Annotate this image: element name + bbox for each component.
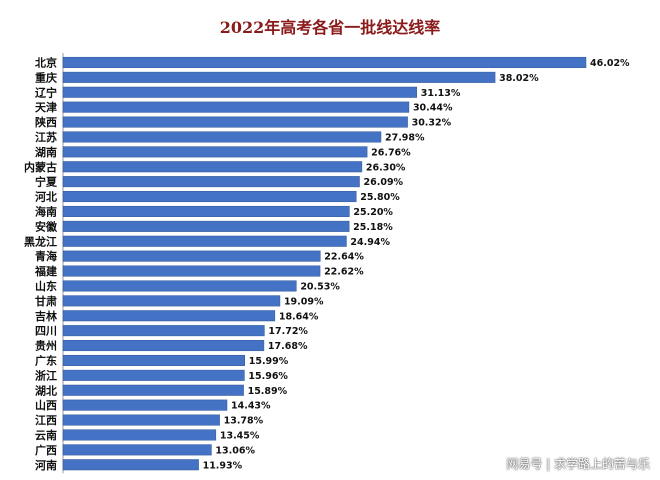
bar [62,56,587,68]
bar [62,354,245,366]
bar [62,414,220,426]
category-label: 安徽 [35,219,58,233]
bar [62,369,245,381]
category-label: 云南 [35,428,57,442]
bar [62,220,350,232]
category-label: 重庆 [35,70,57,84]
category-label: 江西 [35,413,57,427]
bar [62,205,350,217]
value-label: 11.93% [203,460,243,471]
bar [62,340,265,352]
bar [62,384,244,396]
value-label: 24.94% [350,237,390,248]
bar [62,325,265,337]
category-label: 吉林 [35,309,57,323]
category-label: 天津 [35,100,57,114]
value-label: 38.02% [499,73,539,84]
category-label: 福建 [34,264,58,278]
value-label: 25.20% [353,207,393,218]
value-label: 27.98% [385,132,425,143]
bar [62,86,418,98]
value-label: 30.44% [413,103,453,114]
value-label: 31.13% [421,88,461,99]
value-label: 26.09% [364,177,404,188]
value-label: 26.30% [366,162,406,173]
value-label: 15.89% [248,386,288,397]
bar [62,280,297,292]
value-label: 17.72% [268,326,308,337]
value-label: 22.62% [324,267,364,278]
chart-title: 2022年高考各省一批线达线率 [219,18,441,37]
category-label: 贵州 [35,339,57,353]
value-label: 46.02% [590,58,630,69]
category-label: 湖北 [35,383,57,397]
category-label: 山西 [35,398,57,412]
value-label: 30.32% [412,118,452,129]
bar [62,250,321,262]
category-label: 辽宁 [35,85,57,99]
value-label: 25.80% [360,192,400,203]
category-label: 浙江 [35,368,57,382]
category-label: 山东 [35,279,57,293]
value-label: 22.64% [324,252,364,263]
category-label: 陕西 [35,115,57,129]
bar [62,191,357,203]
value-label: 14.43% [231,401,271,412]
category-label: 青海 [35,249,57,263]
bar [62,71,496,83]
bar [62,444,212,456]
bar [62,265,321,277]
bar [62,101,410,113]
category-label: 四川 [35,325,57,338]
watermark: 网易号 | 求学路上的苦与乐 [506,457,650,471]
value-label: 19.09% [284,296,324,307]
bar [62,235,347,247]
bar [62,310,276,322]
bar [62,399,228,411]
value-label: 25.18% [353,222,393,233]
value-label: 26.76% [371,147,411,158]
bar [62,176,360,188]
value-label: 17.68% [268,341,308,352]
category-label: 宁夏 [35,175,58,189]
category-label: 内蒙古 [24,160,57,174]
category-label: 广东 [35,353,57,367]
value-label: 15.99% [249,356,289,367]
value-label: 13.78% [224,416,264,427]
bar [62,295,281,307]
category-label: 湖南 [35,145,57,159]
bar [62,459,199,471]
category-label: 海南 [35,204,57,218]
category-label: 北京 [35,55,57,69]
bar [62,131,382,143]
category-label: 广西 [35,443,57,457]
value-label: 18.64% [279,311,319,322]
category-label: 河南 [35,458,57,472]
category-label: 甘肃 [35,294,57,308]
bar [62,146,368,158]
value-label: 20.53% [300,281,340,292]
category-label: 江苏 [35,130,57,144]
bar [62,161,363,173]
value-label: 13.45% [220,430,260,441]
category-label: 黑龙江 [24,234,57,248]
category-label: 河北 [35,190,57,204]
bar [62,116,408,128]
value-label: 13.06% [215,445,255,456]
value-label: 15.96% [248,371,288,382]
bar [62,429,217,441]
